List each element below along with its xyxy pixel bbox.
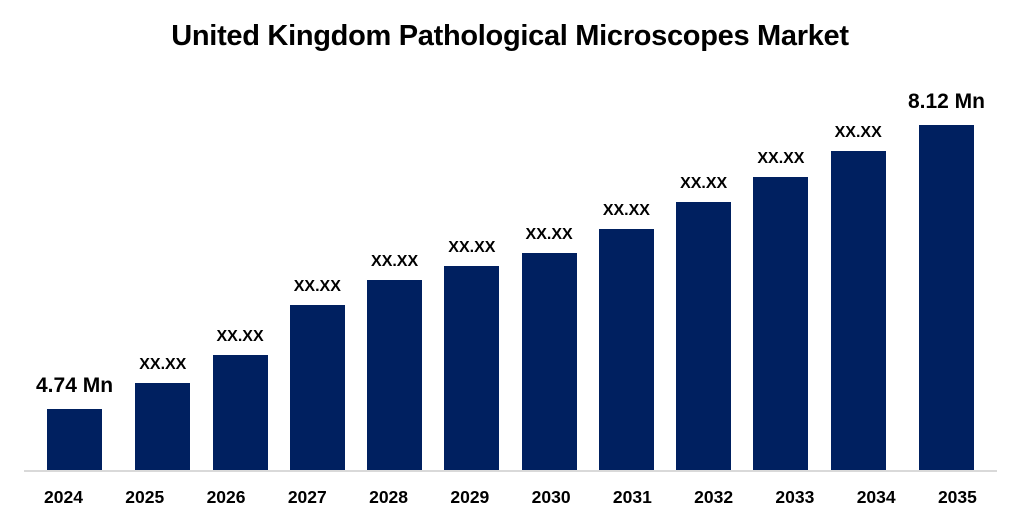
bar-column: XX.XX bbox=[521, 226, 577, 471]
x-axis-label: 2029 bbox=[450, 487, 490, 507]
bar-column: XX.XX bbox=[212, 328, 268, 471]
bar-value-label: XX.XX bbox=[293, 278, 341, 296]
x-axis-label: 2026 bbox=[206, 487, 246, 507]
bar-2035 bbox=[918, 125, 974, 471]
bar-2031 bbox=[598, 229, 654, 471]
bar-column: XX.XX bbox=[135, 356, 191, 471]
bar-2030 bbox=[521, 253, 577, 471]
bar-value-label: XX.XX bbox=[602, 202, 650, 220]
x-axis-label: 2025 bbox=[125, 487, 165, 507]
bar-column: 4.74 Mn bbox=[36, 374, 113, 471]
x-axis-label: 2032 bbox=[694, 487, 734, 507]
bar-column: XX.XX bbox=[676, 175, 732, 471]
bar-column: XX.XX bbox=[598, 202, 654, 471]
bar-value-label: XX.XX bbox=[448, 239, 496, 257]
x-axis-labels-row: 2024 2025 2026 2027 2028 2029 2030 2031 2032 2033… bbox=[36, 487, 985, 508]
bar-2034 bbox=[830, 151, 886, 471]
bar-column: XX.XX bbox=[444, 239, 500, 471]
bar-column: XX.XX bbox=[289, 278, 345, 471]
bar-2024 bbox=[47, 409, 103, 471]
bar-2033 bbox=[753, 177, 809, 471]
bar-2026 bbox=[212, 355, 268, 471]
bar-value-label: XX.XX bbox=[216, 328, 264, 346]
bar-value-label: XX.XX bbox=[371, 253, 419, 271]
x-axis-label: 2027 bbox=[287, 487, 327, 507]
x-axis-label: 2030 bbox=[531, 487, 571, 507]
bar-column: XX.XX bbox=[367, 253, 423, 471]
bar-value-label: XX.XX bbox=[757, 150, 805, 168]
bar-2029 bbox=[444, 266, 500, 471]
bar-2032 bbox=[676, 202, 732, 471]
bar-2027 bbox=[289, 305, 345, 471]
bar-value-label: XX.XX bbox=[680, 175, 728, 193]
bar-2028 bbox=[367, 280, 423, 471]
bar-column: 8.12 Mn bbox=[908, 90, 985, 471]
bar-value-label: 8.12 Mn bbox=[907, 89, 985, 113]
bar-value-label: XX.XX bbox=[139, 356, 187, 374]
x-axis-label: 2034 bbox=[856, 487, 896, 507]
bars-row: 4.74 Mn XX.XX XX.XX XX.XX XX.XX XX.XX XX.XX XX.… bbox=[36, 90, 985, 471]
bar-value-label: XX.XX bbox=[834, 124, 882, 142]
x-axis-label: 2024 bbox=[44, 487, 83, 507]
x-axis-label: 2031 bbox=[612, 487, 652, 507]
x-axis-label: 2033 bbox=[775, 487, 815, 507]
x-axis-label: 2028 bbox=[369, 487, 409, 507]
bar-value-label: 4.74 Mn bbox=[36, 373, 114, 397]
bar-column: XX.XX bbox=[753, 150, 809, 471]
chart-title: United Kingdom Pathological Microscopes … bbox=[171, 20, 849, 52]
bar-value-label: XX.XX bbox=[525, 226, 573, 244]
bar-column: XX.XX bbox=[830, 124, 886, 471]
x-axis-label: 2035 bbox=[937, 487, 977, 507]
x-axis-line bbox=[24, 470, 997, 472]
bar-2025 bbox=[135, 383, 191, 471]
